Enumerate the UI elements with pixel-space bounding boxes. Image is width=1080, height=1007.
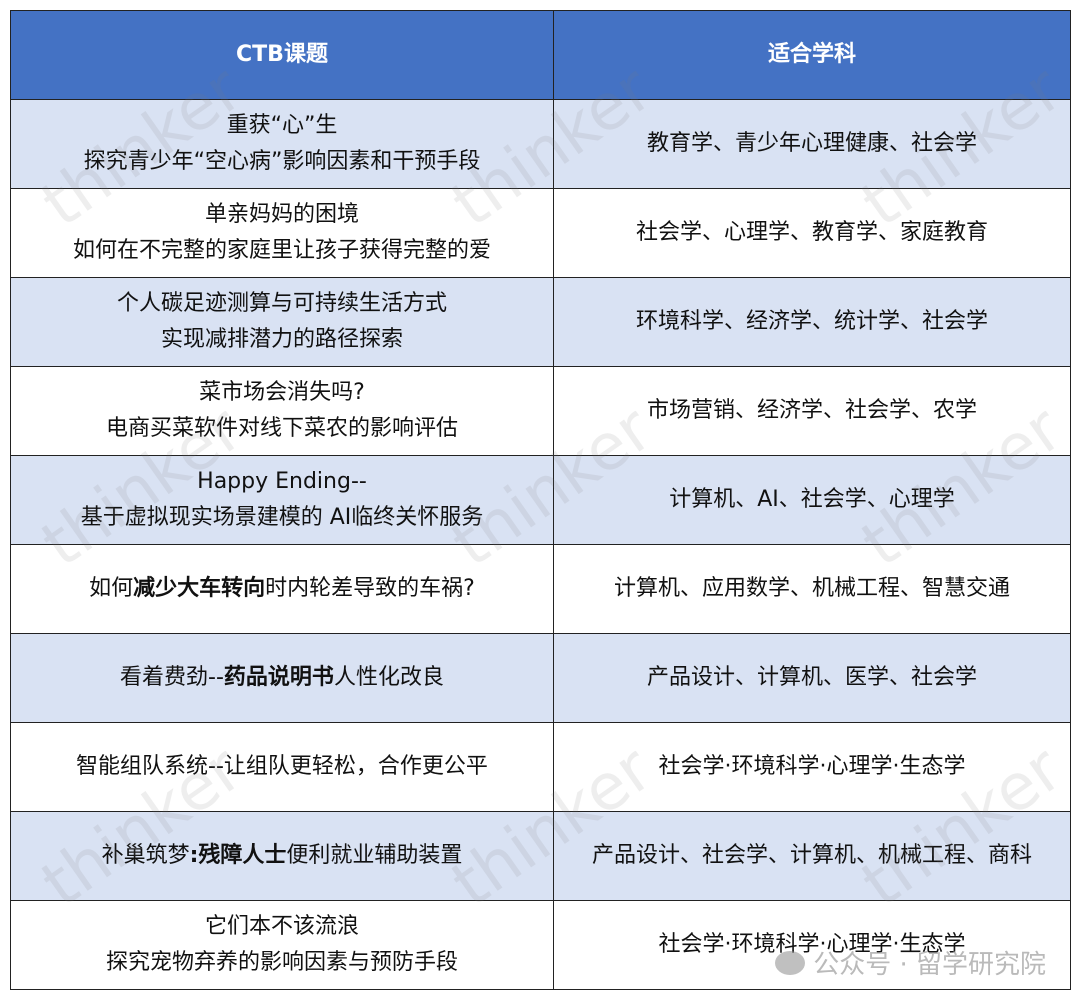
- topic-text: 人性化改良: [333, 665, 444, 690]
- topic-line: 个人碳足迹测算与可持续生活方式: [17, 286, 547, 322]
- topic-text: Happy Ending--: [197, 469, 367, 494]
- topic-text: 单亲妈妈的困境: [204, 202, 359, 227]
- subjects-cell: 市场营销、经济学、社会学、农学: [553, 366, 1071, 456]
- topic-emphasis: 减少大车转向: [133, 576, 266, 601]
- topic-line: 探究青少年“空心病”影响因素和干预手段: [17, 144, 547, 180]
- subjects-cell: 社会学·环境科学·心理学·生态学: [553, 722, 1071, 812]
- topic-text: 时内轮差导致的车祸?: [265, 576, 475, 601]
- subjects-cell: 社会学·环境科学·心理学·生态学: [553, 900, 1071, 990]
- table-row: 单亲妈妈的困境 如何在不完整的家庭里让孩子获得完整的爱 社会学、心理学、教育学、家庭…: [10, 188, 1071, 278]
- table-row: 它们本不该流浪 探究宠物弃养的影响因素与预防手段 社会学·环境科学·心理学·生态学: [10, 900, 1071, 990]
- topic-text: 智能组队系统--让组队更轻松，合作更公平: [76, 754, 488, 779]
- topic-text: 看着费劲--: [120, 665, 224, 690]
- table-row: 看着费劲--药品说明书人性化改良 产品设计、计算机、医学、社会学: [10, 633, 1071, 723]
- topic-cell: 看着费劲--药品说明书人性化改良: [10, 633, 554, 723]
- topic-text: 补巢筑梦: [101, 843, 190, 868]
- topic-line: 如何在不完整的家庭里让孩子获得完整的爱: [17, 233, 547, 269]
- topic-line: 单亲妈妈的困境: [17, 197, 547, 233]
- subjects-cell: 环境科学、经济学、统计学、社会学: [553, 277, 1071, 367]
- topic-line: 实现减排潜力的路径探索: [17, 322, 547, 358]
- topic-text: 实现减排潜力的路径探索: [160, 327, 403, 352]
- topic-emphasis: 药品说明书: [223, 665, 334, 690]
- table-row: 菜市场会消失吗? 电商买菜软件对线下菜农的影响评估 市场营销、经济学、社会学、农学: [10, 366, 1071, 456]
- topic-cell: Happy Ending-- 基于虚拟现实场景建模的 AI临终关怀服务: [10, 455, 554, 545]
- topic-line: 电商买菜软件对线下菜农的影响评估: [17, 411, 547, 447]
- table-row: 补巢筑梦:残障人士便利就业辅助装置 产品设计、社会学、计算机、机械工程、商科: [10, 811, 1071, 901]
- topic-cell: 它们本不该流浪探究宠物弃养的影响因素与预防手段: [10, 900, 554, 990]
- topic-cell: 智能组队系统--让组队更轻松，合作更公平: [10, 722, 554, 812]
- topic-line: 重获“心”生: [17, 108, 547, 144]
- topic-line: 菜市场会消失吗?: [17, 375, 547, 411]
- topic-cell: 如何减少大车转向时内轮差导致的车祸?: [10, 544, 554, 634]
- topic-cell: 重获“心”生探究青少年“空心病”影响因素和干预手段: [10, 99, 554, 189]
- topic-line: 它们本不该流浪: [17, 909, 547, 945]
- table-row: 如何减少大车转向时内轮差导致的车祸? 计算机、应用数学、机械工程、智慧交通: [10, 544, 1071, 634]
- header-row: CTB课题 适合学科: [10, 10, 1071, 100]
- topic-cell: 单亲妈妈的困境如何在不完整的家庭里让孩子获得完整的爱: [10, 188, 554, 278]
- topic-line: 补巢筑梦:残障人士便利就业辅助装置: [17, 838, 547, 874]
- subjects-cell: 计算机、AI、社会学、心理学: [553, 455, 1071, 545]
- topic-text: 便利就业辅助装置: [286, 843, 463, 868]
- subjects-cell: 计算机、应用数学、机械工程、智慧交通: [553, 544, 1071, 634]
- topic-line: Happy Ending--: [17, 464, 547, 500]
- topic-text: 如何: [89, 576, 134, 601]
- subjects-cell: 教育学、青少年心理健康、社会学: [553, 99, 1071, 189]
- topic-text: 个人碳足迹测算与可持续生活方式: [116, 291, 447, 316]
- topic-text: 重获“心”生: [226, 113, 338, 138]
- header-subjects: 适合学科: [553, 10, 1071, 100]
- table-row: 重获“心”生 探究青少年“空心病”影响因素和干预手段 教育学、青少年心理健康、社会学: [10, 99, 1071, 189]
- topic-text: 如何在不完整的家庭里让孩子获得完整的爱: [72, 238, 491, 263]
- topic-line: 看着费劲--药品说明书人性化改良: [17, 660, 547, 696]
- table-row: 个人碳足迹测算与可持续生活方式 实现减排潜力的路径探索 环境科学、经济学、统计学、社…: [10, 277, 1071, 367]
- topic-cell: 个人碳足迹测算与可持续生活方式 实现减排潜力的路径探索: [10, 277, 554, 367]
- subjects-cell: 产品设计、社会学、计算机、机械工程、商科: [553, 811, 1071, 901]
- topic-text: 电商买菜软件对线下菜农的影响评估: [105, 416, 458, 441]
- subjects-cell: 产品设计、计算机、医学、社会学: [553, 633, 1071, 723]
- topic-cell: 菜市场会消失吗? 电商买菜软件对线下菜农的影响评估: [10, 366, 554, 456]
- header-topic: CTB课题: [10, 10, 554, 100]
- table-row: 智能组队系统--让组队更轻松，合作更公平 社会学·环境科学·心理学·生态学: [10, 722, 1071, 812]
- topic-emphasis: :残障人士: [189, 843, 287, 868]
- topic-line: 探究宠物弃养的影响因素与预防手段: [17, 945, 547, 981]
- topic-cell: 补巢筑梦:残障人士便利就业辅助装置: [10, 811, 554, 901]
- ctb-topics-table: CTB课题 适合学科 重获“心”生 探究青少年“空心病”影响因素和干预手段 教育学、…: [10, 10, 1071, 990]
- subjects-cell: 社会学、心理学、教育学、家庭教育: [553, 188, 1071, 278]
- table-row: Happy Ending-- 基于虚拟现实场景建模的 AI临终关怀服务 计算机、AI…: [10, 455, 1071, 545]
- topic-line: 基于虚拟现实场景建模的 AI临终关怀服务: [17, 500, 547, 536]
- topic-text: 菜市场会消失吗?: [199, 380, 365, 405]
- topic-text: 探究宠物弃养的影响因素与预防手段: [105, 950, 458, 975]
- topic-text: 探究青少年“空心病”影响因素和干预手段: [83, 149, 481, 174]
- topic-line: 如何减少大车转向时内轮差导致的车祸?: [17, 571, 547, 607]
- topic-line: 智能组队系统--让组队更轻松，合作更公平: [17, 749, 547, 785]
- topic-text: 基于虚拟现实场景建模的 AI临终关怀服务: [80, 505, 484, 530]
- topic-text: 它们本不该流浪: [204, 914, 359, 939]
